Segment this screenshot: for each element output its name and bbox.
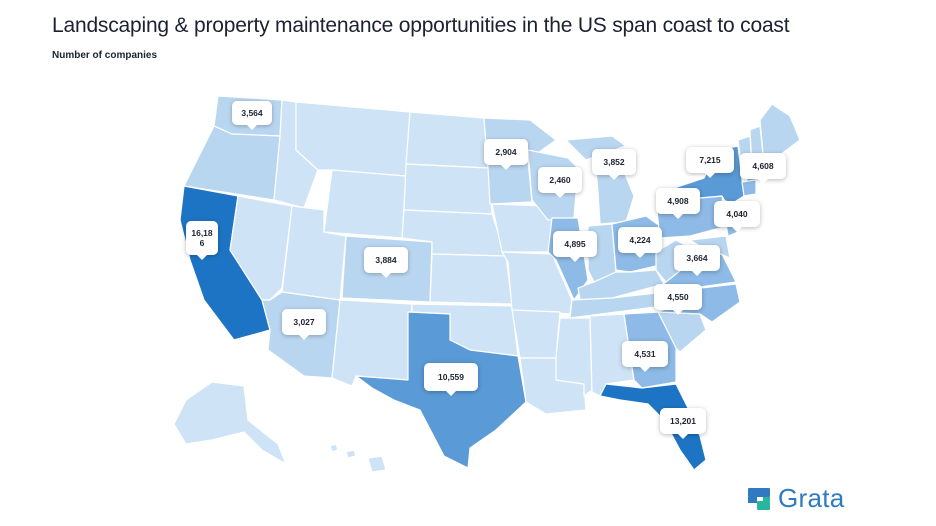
- callout-az: 3,027: [282, 309, 326, 340]
- state-fl[interactable]: [599, 383, 707, 471]
- state-ks[interactable]: [429, 253, 513, 305]
- callout-ny: 7,215: [686, 147, 734, 178]
- callout-fl: 13,201: [660, 408, 706, 439]
- state-mt[interactable]: [295, 101, 411, 177]
- state-nd[interactable]: [405, 111, 489, 169]
- callout-nj: 4,040: [714, 201, 760, 232]
- callout-va: 3,664: [674, 245, 720, 276]
- state-nm[interactable]: [331, 299, 413, 387]
- state-sd[interactable]: [403, 163, 493, 215]
- callout-ca: 16,18 6: [186, 221, 218, 260]
- page-title: Landscaping & property maintenance oppor…: [52, 14, 790, 37]
- grata-logo: Grata: [748, 483, 845, 514]
- callout-nc: 4,550: [654, 284, 702, 315]
- callout-ma: 4,608: [740, 153, 786, 184]
- grata-logo-icon: [748, 487, 770, 510]
- callout-oh: 4,224: [618, 227, 662, 258]
- callout-ga: 4,531: [622, 341, 668, 372]
- state-wy[interactable]: [323, 169, 407, 239]
- callout-tx: 10,559: [424, 363, 478, 396]
- page-subtitle: Number of companies: [52, 50, 158, 61]
- logo-wordmark: Grata: [778, 483, 845, 513]
- state-hi[interactable]: [329, 443, 387, 473]
- callout-wi: 2,460: [538, 167, 582, 198]
- callout-pa: 4,908: [656, 188, 700, 219]
- state-ct[interactable]: [741, 179, 757, 197]
- callout-mi: 3,852: [592, 149, 636, 180]
- callout-wa: 3,564: [232, 101, 272, 130]
- state-ak[interactable]: [173, 381, 287, 465]
- callout-il: 4,895: [553, 231, 597, 262]
- callout-co: 3,884: [364, 247, 408, 278]
- state-ar[interactable]: [511, 309, 561, 359]
- callout-mn: 2,904: [484, 139, 528, 170]
